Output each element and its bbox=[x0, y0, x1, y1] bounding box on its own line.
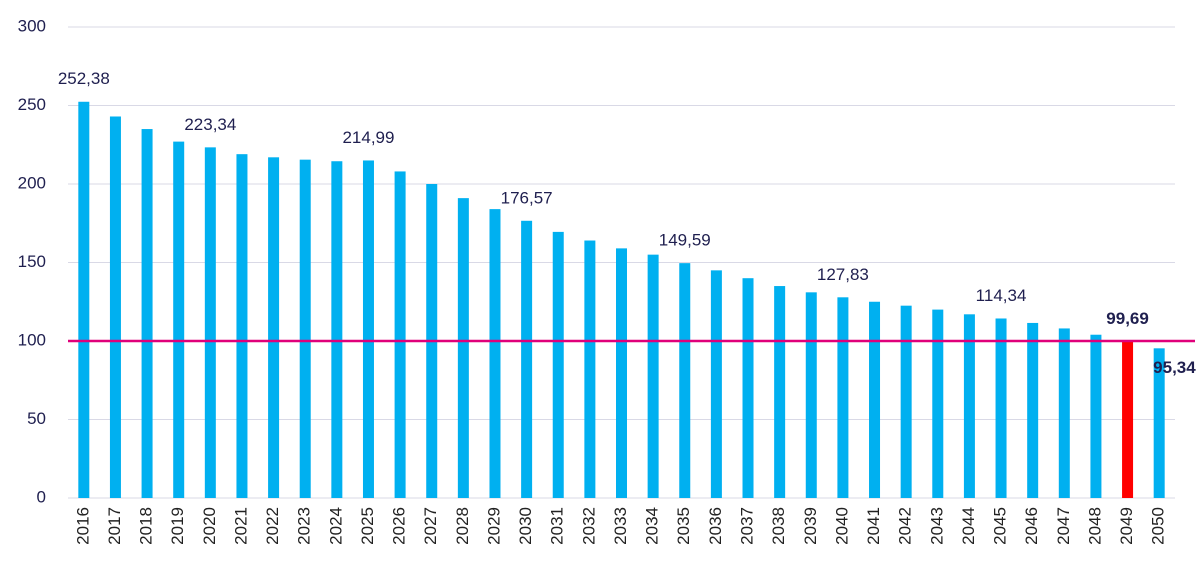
x-tick-label: 2038 bbox=[769, 507, 788, 545]
x-tick-label: 2036 bbox=[706, 507, 725, 545]
y-tick-label: 0 bbox=[37, 487, 46, 506]
bar bbox=[457, 198, 469, 498]
x-tick-label: 2045 bbox=[991, 507, 1010, 545]
y-tick-label: 150 bbox=[18, 252, 46, 271]
x-tick-label: 2025 bbox=[358, 507, 377, 545]
x-tick-label: 2027 bbox=[421, 507, 440, 545]
bar bbox=[710, 270, 722, 498]
data-label: 176,57 bbox=[501, 188, 553, 207]
x-tick-label: 2030 bbox=[516, 507, 535, 545]
x-tick-label: 2039 bbox=[801, 507, 820, 545]
x-tick-label: 2021 bbox=[231, 507, 250, 545]
x-tick-label: 2042 bbox=[896, 507, 915, 545]
bar bbox=[552, 231, 564, 498]
x-tick-label: 2034 bbox=[643, 507, 662, 545]
bar bbox=[679, 263, 691, 498]
y-tick-label: 50 bbox=[27, 409, 46, 428]
x-tick-label: 2026 bbox=[390, 507, 409, 545]
bar bbox=[837, 297, 849, 498]
bar bbox=[331, 161, 343, 499]
x-tick-label: 2033 bbox=[611, 507, 630, 545]
bar bbox=[1153, 348, 1165, 498]
bar bbox=[995, 318, 1007, 498]
data-label: 149,59 bbox=[659, 231, 711, 250]
x-tick-label: 2017 bbox=[105, 507, 124, 545]
bar bbox=[584, 240, 596, 498]
bar bbox=[141, 129, 153, 499]
bar bbox=[489, 209, 501, 498]
x-tick-label: 2049 bbox=[1117, 507, 1136, 545]
bar bbox=[394, 171, 406, 498]
data-label: 214,99 bbox=[342, 128, 394, 147]
bar bbox=[204, 147, 216, 498]
bar bbox=[900, 305, 912, 498]
x-tick-label: 2035 bbox=[674, 507, 693, 545]
bar bbox=[1027, 322, 1039, 498]
x-tick-label: 2040 bbox=[832, 507, 851, 545]
x-tick-label: 2020 bbox=[200, 507, 219, 545]
bar bbox=[521, 220, 533, 498]
bar bbox=[362, 160, 374, 498]
y-tick-label: 300 bbox=[18, 16, 46, 35]
bar bbox=[109, 116, 121, 499]
x-tick-label: 2024 bbox=[326, 507, 345, 545]
x-tick-label: 2050 bbox=[1149, 507, 1168, 545]
bar bbox=[1090, 334, 1102, 498]
x-tick-label: 2037 bbox=[737, 507, 756, 545]
x-tick-label: 2029 bbox=[484, 507, 503, 545]
x-tick-label: 2028 bbox=[453, 507, 472, 545]
bar bbox=[932, 309, 944, 498]
data-label: 223,34 bbox=[184, 115, 236, 134]
bar bbox=[1058, 328, 1070, 498]
x-tick-label: 2047 bbox=[1054, 507, 1073, 545]
bar bbox=[742, 278, 754, 498]
y-tick-label: 250 bbox=[18, 95, 46, 114]
x-tick-label: 2044 bbox=[959, 507, 978, 545]
data-label: 95,34 bbox=[1153, 358, 1196, 377]
x-tick-label: 2048 bbox=[1085, 507, 1104, 545]
x-tick-label: 2043 bbox=[927, 507, 946, 545]
bar bbox=[173, 141, 185, 499]
bar bbox=[774, 286, 786, 498]
bar bbox=[647, 254, 659, 498]
x-tick-label: 2018 bbox=[137, 507, 156, 545]
bar bbox=[1122, 341, 1134, 498]
y-tick-label: 100 bbox=[18, 330, 46, 349]
x-tick-label: 2023 bbox=[295, 507, 314, 545]
data-label: 252,38 bbox=[58, 69, 110, 88]
x-tick-label: 2022 bbox=[263, 507, 282, 545]
x-tick-label: 2041 bbox=[864, 507, 883, 545]
bar bbox=[236, 154, 248, 499]
bar bbox=[78, 101, 90, 498]
y-tick-label: 200 bbox=[18, 173, 46, 192]
data-label: 114,34 bbox=[976, 286, 1027, 305]
data-label: 127,83 bbox=[817, 265, 869, 284]
x-tick-label: 2031 bbox=[548, 507, 567, 545]
bar bbox=[268, 157, 280, 498]
x-tick-label: 2032 bbox=[579, 507, 598, 545]
bar bbox=[869, 301, 881, 498]
bar bbox=[616, 248, 627, 498]
x-tick-label: 2019 bbox=[168, 507, 187, 545]
x-tick-label: 2016 bbox=[73, 507, 92, 545]
bar bbox=[963, 314, 975, 498]
data-label: 99,69 bbox=[1106, 309, 1149, 328]
x-tick-label: 2046 bbox=[1022, 507, 1041, 545]
bar bbox=[299, 159, 311, 499]
bar bbox=[805, 292, 817, 498]
